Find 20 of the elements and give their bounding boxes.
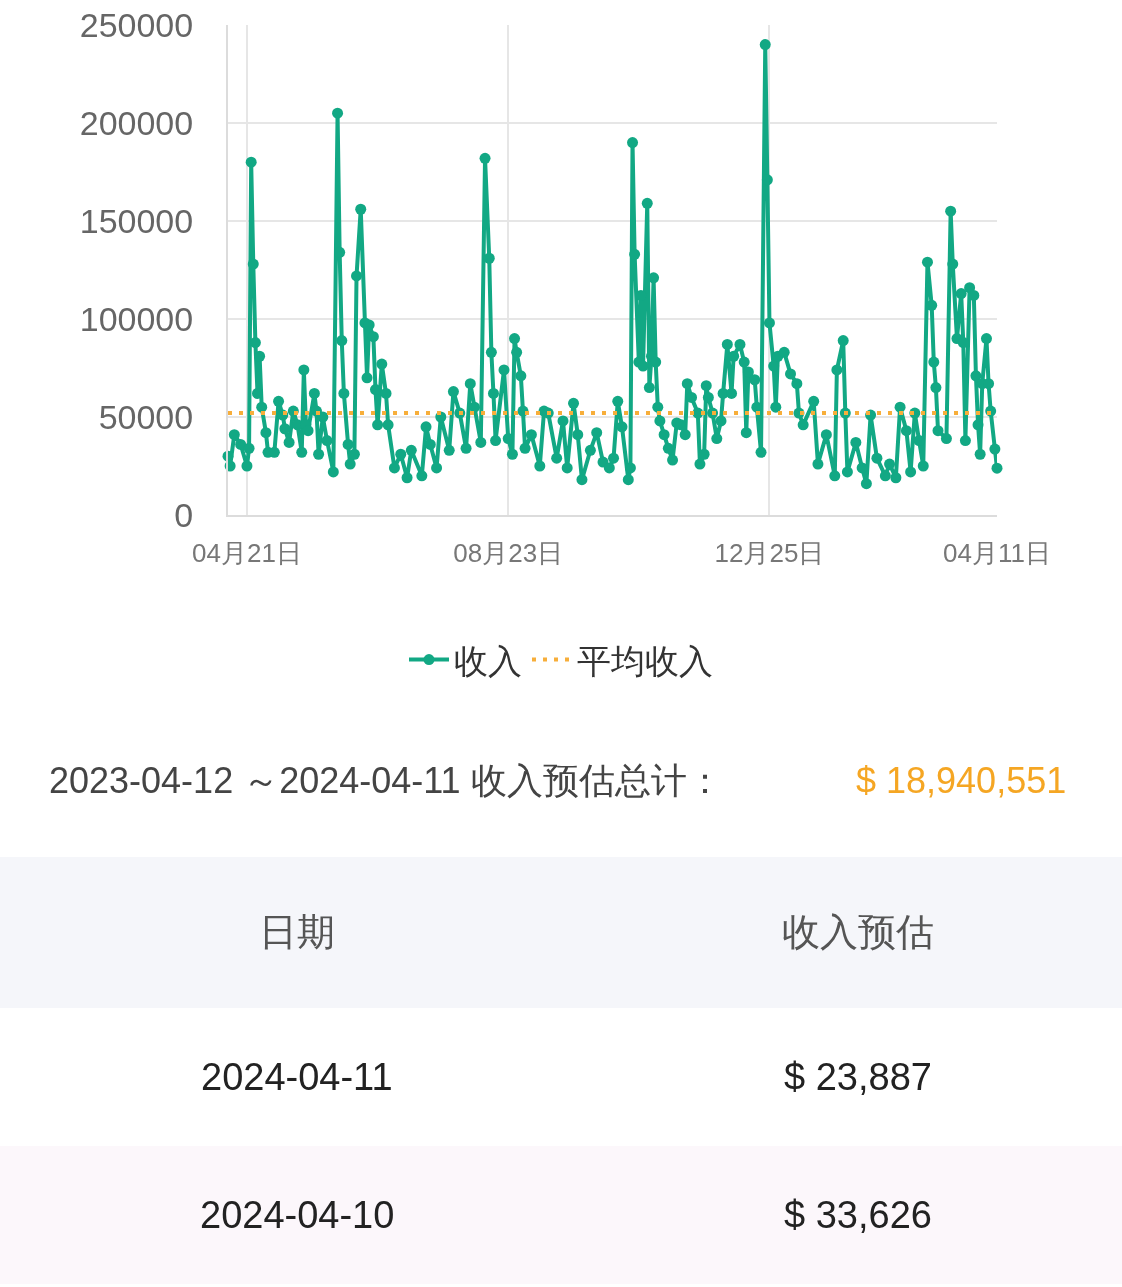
- x-tick-label: 04月11日: [943, 538, 1051, 569]
- y-tick-label: 200000: [79, 103, 194, 142]
- x-tick-label: 08月23日: [453, 538, 564, 569]
- text: 收入预估: [782, 911, 934, 953]
- legend-label: 平均收入: [577, 641, 713, 680]
- text: 2024-04-10: [200, 1194, 395, 1236]
- text: $ 23,887: [784, 1056, 932, 1098]
- text: 2024-04-11: [201, 1056, 393, 1098]
- y-tick-label: 150000: [79, 201, 194, 240]
- y-tick-label: 0: [174, 495, 194, 534]
- text: 2023-04-12 ～2024-04-11 收入预估总计：: [49, 760, 723, 801]
- x-tick-label: 12月25日: [714, 538, 825, 569]
- text: $ 33,626: [784, 1194, 932, 1236]
- x-tick-label: 04月21日: [192, 538, 302, 569]
- text: 日期: [259, 911, 335, 953]
- legend-label: 收入: [454, 641, 522, 680]
- text: $ 18,940,551: [856, 760, 1067, 801]
- y-tick-label: 50000: [98, 397, 194, 436]
- y-tick-label: 100000: [79, 299, 194, 338]
- y-tick-label: 250000: [79, 5, 194, 44]
